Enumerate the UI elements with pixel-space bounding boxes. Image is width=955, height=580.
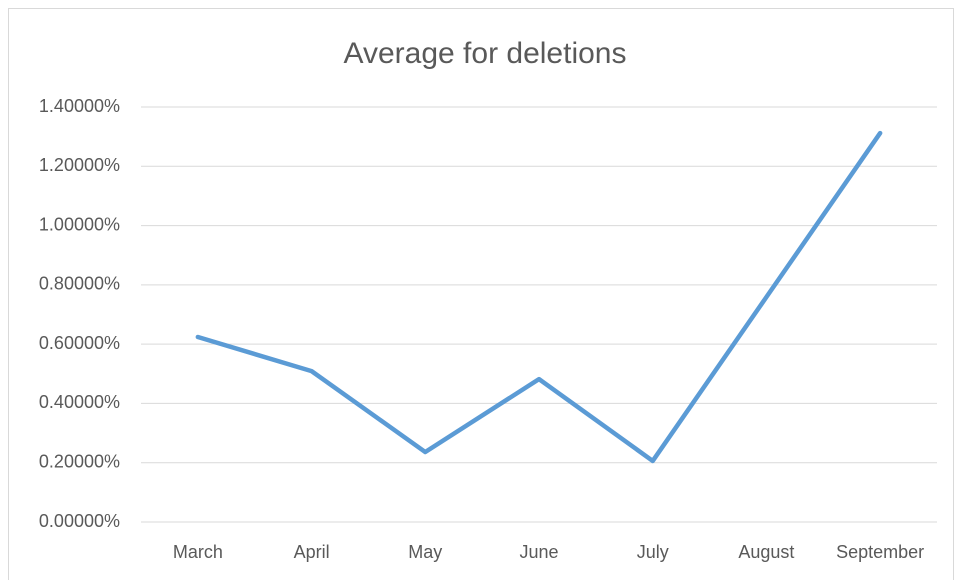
x-tick-label: September	[836, 542, 924, 562]
chart-title: Average for deletions	[344, 37, 627, 70]
data-line	[195, 130, 883, 464]
x-tick-label: May	[408, 542, 442, 562]
y-tick-label: 1.00000%	[39, 214, 120, 234]
y-tick-label: 0.20000%	[39, 451, 120, 471]
y-tick-label: 0.80000%	[39, 274, 120, 294]
x-tick-label: March	[173, 542, 223, 562]
x-tick-label: July	[637, 542, 669, 562]
y-tick-label: 0.00000%	[39, 511, 120, 531]
y-tick-label: 1.20000%	[39, 155, 120, 175]
y-tick-label: 0.40000%	[39, 392, 120, 412]
chart-border	[8, 8, 954, 580]
y-tick-label: 0.60000%	[39, 333, 120, 353]
x-tick-label: August	[738, 542, 794, 562]
y-tick-label: 1.40000%	[39, 96, 120, 116]
x-tick-label: April	[294, 542, 330, 562]
x-tick-label: June	[519, 542, 558, 562]
